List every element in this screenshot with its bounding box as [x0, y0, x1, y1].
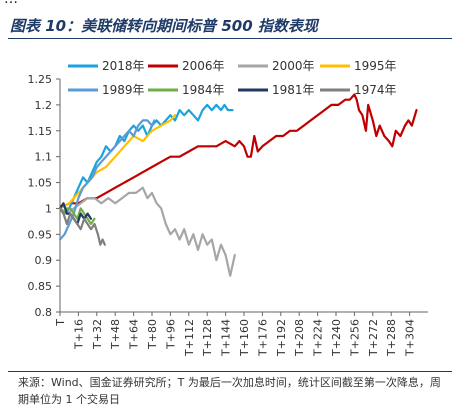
series-line-1974 [58, 207, 106, 246]
y-tick-label: 1.25 [28, 73, 53, 86]
x-tick-label: T+64 [128, 319, 141, 350]
x-tick-label: T+176 [256, 319, 269, 357]
x-tick-label: T+96 [164, 319, 177, 350]
series-line-1989 [58, 119, 156, 241]
y-tick-label: 0.95 [28, 228, 53, 241]
x-tick-label: T+304 [404, 319, 417, 357]
x-tick-label: T+48 [109, 319, 122, 350]
x-tick-label: T+80 [146, 319, 159, 350]
y-tick-label: 0.8 [35, 306, 53, 319]
x-tick-label: T+16 [72, 319, 85, 350]
legend-label: 2018年 [102, 59, 145, 73]
cropped-text: … [4, 0, 18, 7]
y-tick-label: 1 [45, 202, 52, 215]
figure-title: 图表 10：美联储转向期间标普 500 指数表现 [10, 17, 318, 35]
x-tick-label: T [54, 319, 67, 327]
series-line-2006 [58, 93, 418, 210]
x-tick-label: T+112 [183, 319, 196, 357]
footer-rule [8, 371, 452, 372]
legend-label: 1974年 [354, 83, 397, 97]
series-line-2000 [58, 186, 236, 277]
x-tick-label: T+192 [275, 319, 288, 357]
title-rule [8, 38, 452, 39]
legend-label: 2000年 [272, 59, 315, 73]
y-tick-label: 1.15 [28, 125, 53, 138]
x-tick-label: T+272 [367, 319, 380, 357]
x-tick-label: T+256 [348, 319, 361, 357]
x-tick-label: T+288 [385, 319, 398, 357]
x-tick-label: T+144 [220, 319, 233, 357]
series-line-1995 [58, 114, 177, 210]
source-note: 来源：Wind、国金证券研究所；T 为最后一次加息时间，统计区间截至第一次降息，… [18, 376, 441, 406]
y-tick-label: 1.1 [35, 151, 53, 164]
cropped-text-strip: … [0, 0, 454, 10]
y-tick-label: 0.9 [35, 254, 53, 267]
legend-label: 1981年 [272, 83, 315, 97]
legend-label: 1984年 [182, 83, 225, 97]
x-tick-label: T+32 [91, 319, 104, 350]
chart: 0.8 0.85 0.9 0.95 1 1.05 1.1 1.15 1.2 1.25 T T+16 T+… [28, 59, 428, 357]
x-tick-label: T+160 [238, 319, 251, 357]
x-tick-label: T+208 [293, 319, 306, 357]
y-tick-label: 0.85 [28, 280, 53, 293]
legend-label: 1995年 [354, 59, 397, 73]
y-tick-label: 1.2 [35, 99, 53, 112]
y-tick-label: 1.05 [28, 177, 53, 190]
x-tick-label: T+224 [312, 319, 325, 357]
x-tick-label: T+128 [201, 319, 214, 357]
x-tick-label: T+240 [330, 319, 343, 357]
legend-label: 2006年 [182, 59, 225, 73]
legend-label: 1989年 [102, 83, 145, 97]
